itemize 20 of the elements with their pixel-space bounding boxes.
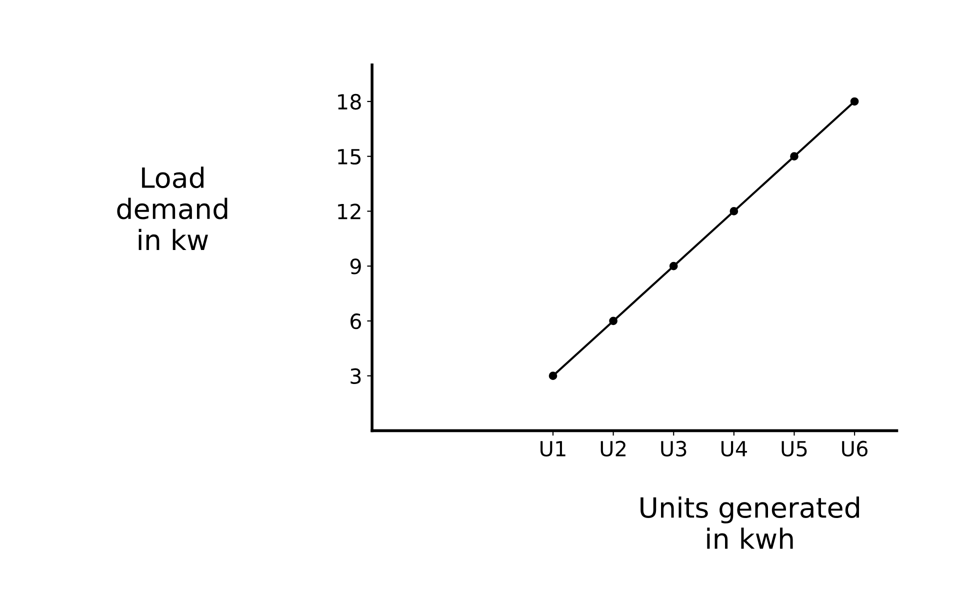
y-tick-label: 12 [338, 204, 360, 220]
x-tick-label: U1 [540, 441, 566, 457]
point [850, 97, 859, 106]
y-tick-label: 9 [350, 258, 361, 274]
x-tick-label: U3 [661, 440, 686, 457]
x-tick-label: U4 [721, 441, 748, 457]
x-axis-title: Units generated in kwh [640, 496, 859, 549]
x-tick-label: U5 [782, 441, 807, 457]
y-tick-label: 6 [350, 313, 362, 330]
point [548, 372, 558, 380]
y-tick-label: 15 [338, 149, 361, 165]
y-axis-title: Load demand in kw [117, 166, 228, 250]
y-tick-label: 18 [338, 94, 361, 110]
y-tick-label: 3 [350, 368, 361, 384]
point [609, 316, 618, 326]
x-tick-label: U2 [600, 440, 626, 457]
x-tick-label: U6 [842, 440, 868, 457]
point [730, 207, 738, 216]
point [790, 152, 798, 161]
point [669, 262, 678, 270]
